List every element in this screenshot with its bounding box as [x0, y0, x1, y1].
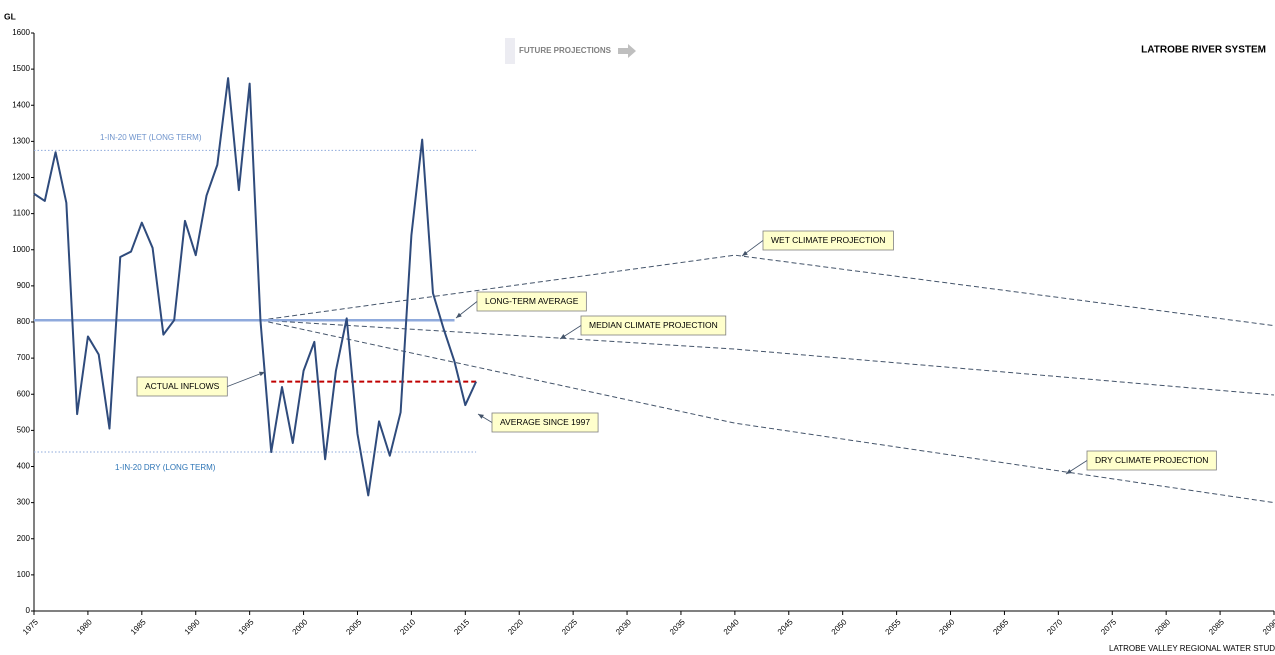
- callout-arrow: [227, 371, 266, 387]
- callout-arrowhead: [560, 334, 566, 339]
- y-tick-label: 1100: [13, 209, 31, 218]
- projection-arrow: [618, 44, 636, 58]
- y-axis-label: GL: [4, 11, 16, 21]
- y-tick-label: 1300: [12, 136, 30, 145]
- y-tick-label: 1000: [12, 245, 30, 254]
- x-tick-label: 2055: [884, 617, 903, 636]
- x-tick-label: 1975: [21, 617, 40, 636]
- series-line: [33, 77, 477, 497]
- y-tick-label: 800: [17, 317, 31, 326]
- callout-arrowhead: [1066, 469, 1072, 474]
- series-line: [260, 319, 1275, 504]
- y-tick-label: 700: [17, 353, 31, 362]
- reference-label: 1-IN-20 DRY (LONG TERM): [115, 463, 216, 472]
- x-tick-label: 2025: [560, 617, 579, 636]
- callout-label: MEDIAN CLIMATE PROJECTION: [589, 320, 718, 330]
- x-tick-label: 2010: [398, 617, 417, 636]
- callout-label: DRY CLIMATE PROJECTION: [1095, 455, 1208, 465]
- source-note: LATROBE VALLEY REGIONAL WATER STUD: [1109, 644, 1275, 653]
- y-tick-label: 600: [17, 389, 31, 398]
- x-tick-label: 2050: [830, 617, 849, 636]
- x-tick-label: 1985: [129, 617, 148, 636]
- x-tick-label: 2065: [991, 617, 1010, 636]
- x-tick-label: 2035: [668, 617, 687, 636]
- x-tick-label: 2005: [344, 617, 363, 636]
- y-tick-label: 1400: [12, 100, 30, 109]
- x-tick-label: 2085: [1207, 617, 1226, 636]
- y-tick-label: 1200: [12, 173, 30, 182]
- y-tick-label: 200: [17, 534, 31, 543]
- x-tick-label: 1990: [183, 617, 202, 636]
- x-tick-label: 2075: [1099, 617, 1118, 636]
- x-tick-label: 2020: [506, 617, 525, 636]
- callout-label: AVERAGE SINCE 1997: [500, 417, 590, 427]
- x-tick-label: 2000: [291, 617, 310, 636]
- chart-title: LATROBE RIVER SYSTEM: [1141, 45, 1266, 56]
- x-tick-label: 1995: [237, 617, 256, 636]
- y-tick-label: 1500: [12, 64, 30, 73]
- y-tick-label: 400: [17, 462, 31, 471]
- callout-arrowhead: [259, 371, 265, 377]
- y-tick-label: 900: [17, 281, 31, 290]
- x-tick-label: 2030: [614, 617, 633, 636]
- callout-arrowhead: [456, 312, 462, 318]
- x-tick-label: 2015: [452, 617, 471, 636]
- x-tick-label: 2045: [776, 617, 795, 636]
- x-tick-label: 2060: [937, 617, 956, 636]
- x-tick-label: 2070: [1045, 617, 1064, 636]
- reference-label: 1-IN-20 WET (LONG TERM): [100, 133, 202, 142]
- x-tick-label: 2080: [1153, 617, 1172, 636]
- x-tick-label: 2090: [1261, 617, 1275, 636]
- y-tick-label: 1600: [12, 28, 30, 37]
- callout-label: LONG-TERM AVERAGE: [485, 296, 579, 306]
- callout-label: WET CLIMATE PROJECTION: [771, 235, 885, 245]
- callout-arrowhead: [478, 414, 484, 419]
- x-tick-label: 1980: [75, 617, 94, 636]
- projection-marker: [505, 38, 515, 64]
- y-tick-label: 500: [17, 425, 31, 434]
- callout-arrowhead: [742, 250, 748, 256]
- series-line: [260, 254, 1275, 327]
- y-tick-label: 300: [17, 498, 31, 507]
- callout-label: ACTUAL INFLOWS: [145, 381, 220, 391]
- y-tick-label: 0: [26, 606, 31, 615]
- projection-label: FUTURE PROJECTIONS: [519, 46, 612, 55]
- x-tick-label: 2040: [722, 617, 741, 636]
- y-tick-label: 100: [17, 570, 31, 579]
